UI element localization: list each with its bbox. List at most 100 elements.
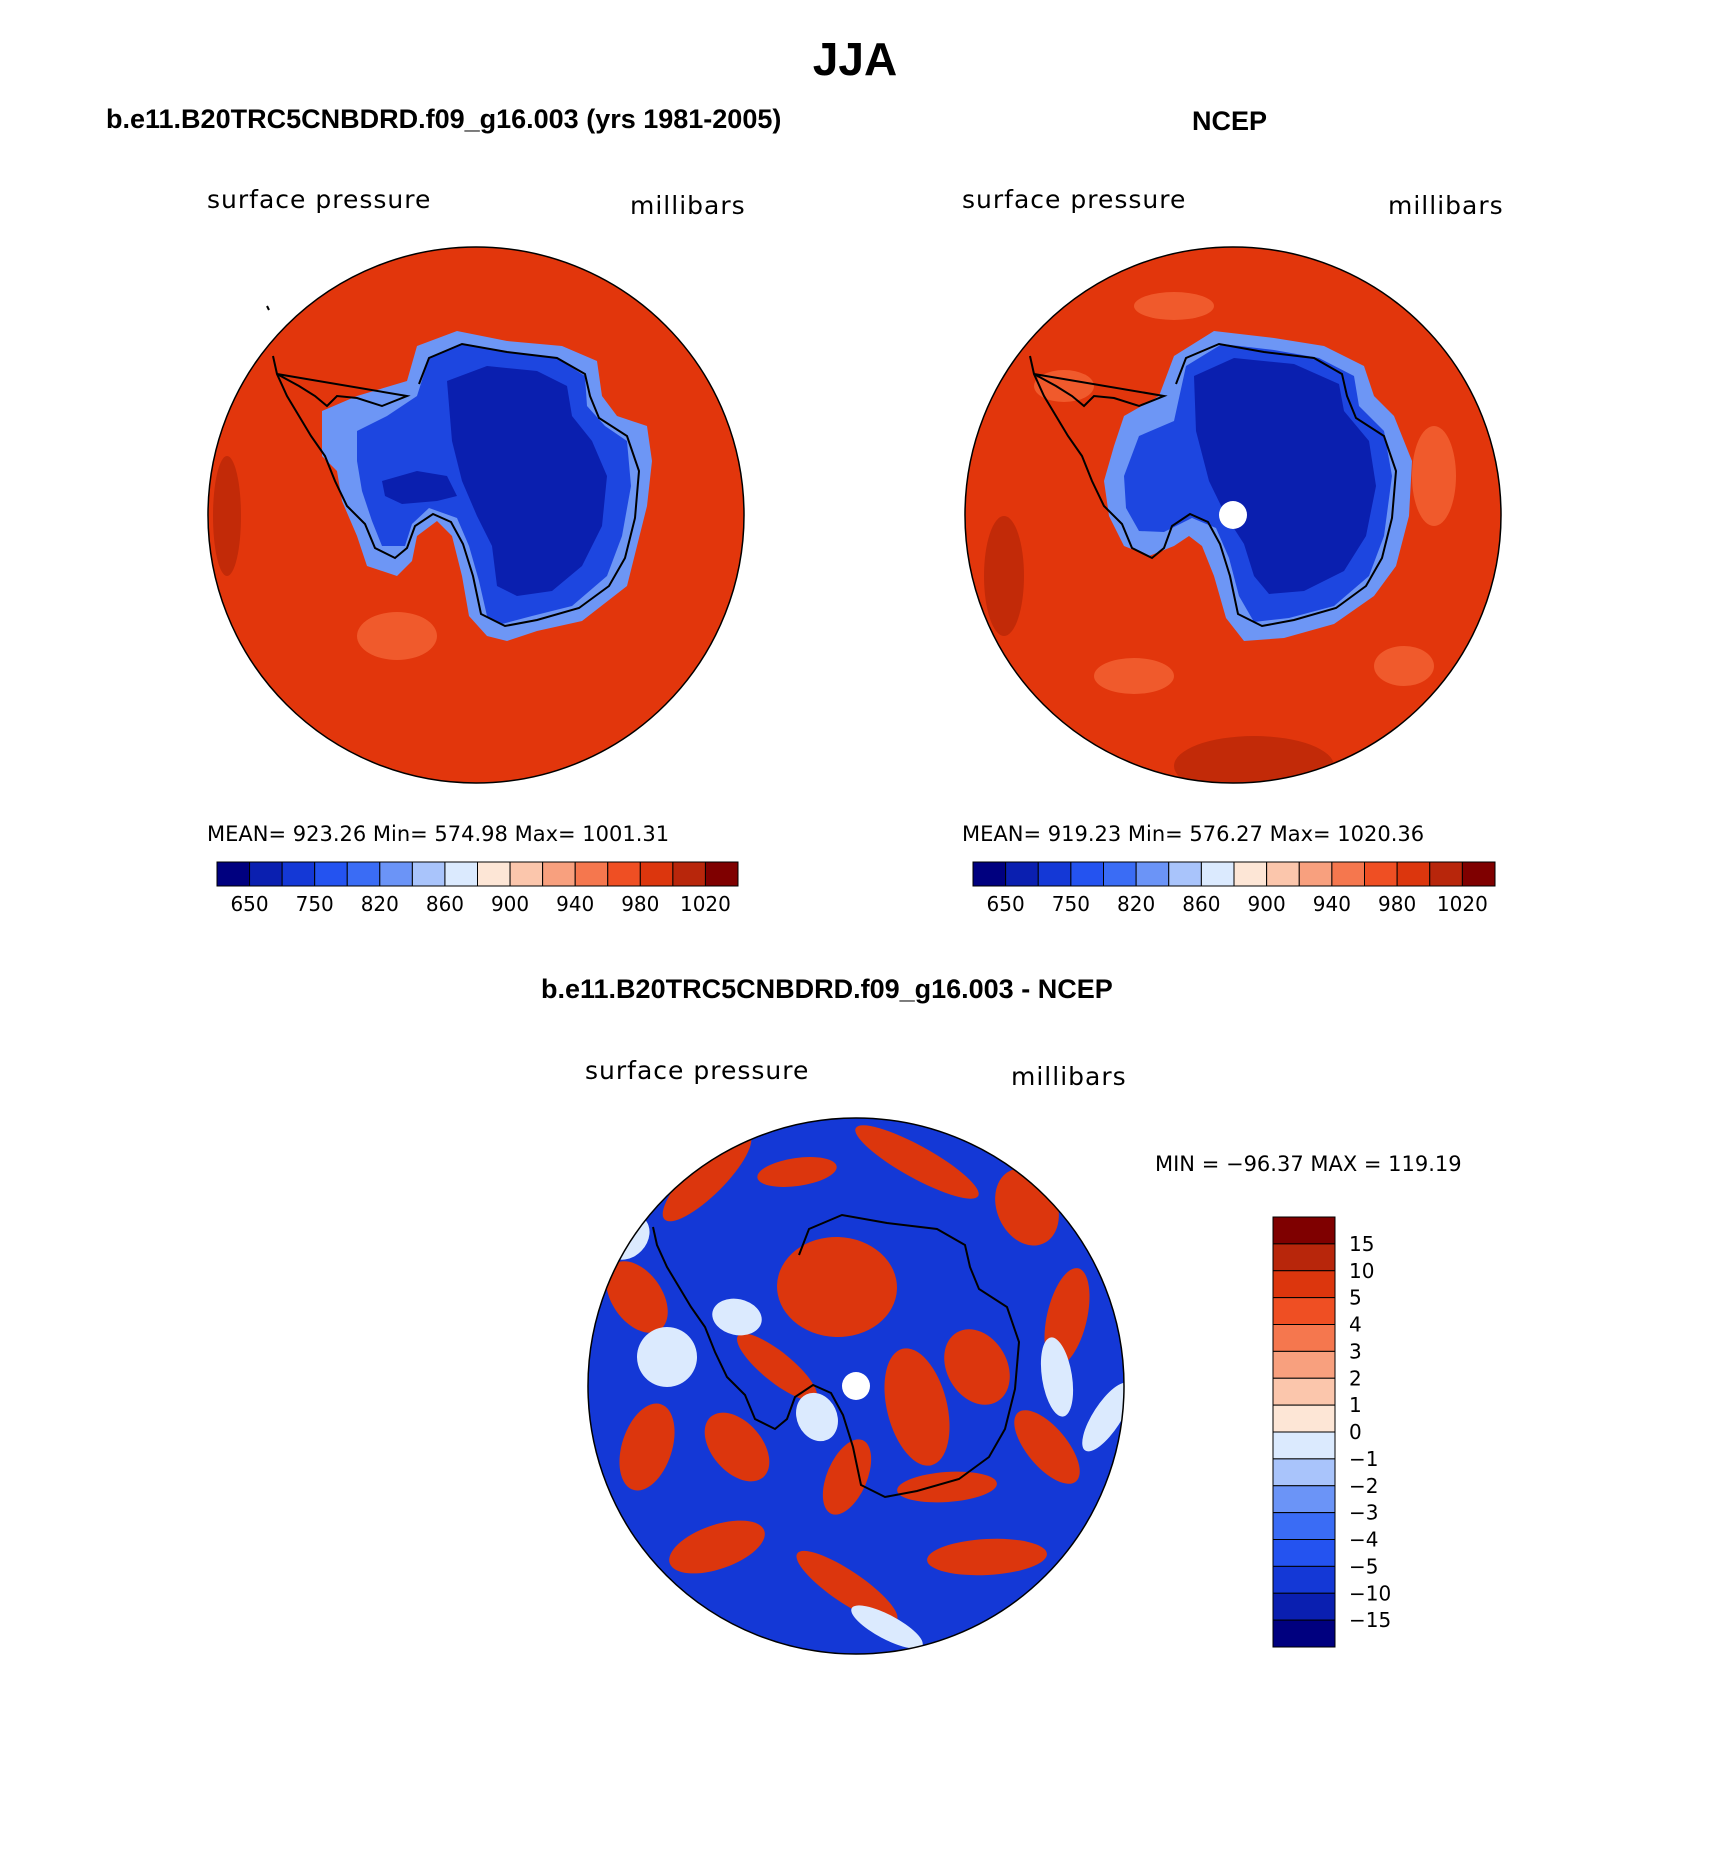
panel-3-pole-hole <box>842 1372 870 1400</box>
colorbar-tick-label: −2 <box>1349 1474 1378 1498</box>
colorbar-tick-label: −3 <box>1349 1501 1378 1525</box>
colorbar-swatch <box>574 861 609 887</box>
colorbar-swatch <box>1272 1404 1336 1433</box>
colorbar-tick-label: 1020 <box>1437 892 1488 916</box>
diff-anomaly-region <box>944 1329 1010 1405</box>
colorbar-swatch <box>1272 1377 1336 1406</box>
panel-1-units-label: millibars <box>630 191 746 220</box>
colorbar-tick-label: −4 <box>1349 1528 1378 1552</box>
colorbar-swatch <box>1272 1565 1336 1594</box>
colorbar-swatch <box>542 861 576 887</box>
panel-2-title: NCEP <box>1192 106 1268 136</box>
colorbar-tick-label: 750 <box>1052 892 1090 916</box>
colorbar-swatch <box>1272 1324 1336 1352</box>
colorbar-tick-label: 820 <box>361 892 399 916</box>
colorbar-tick-label: 5 <box>1349 1286 1362 1310</box>
panel-2-stats: MEAN= 919.23 Min= 576.27 Max= 1020.36 <box>962 822 1425 846</box>
colorbar-tick-label: −1 <box>1349 1447 1378 1471</box>
colorbar-swatch <box>1005 861 1039 887</box>
diff-anomaly-region <box>606 1261 668 1333</box>
diff-anomaly-region <box>619 1403 675 1491</box>
panel-2-variable-label: surface pressure <box>962 185 1187 214</box>
colorbar-swatch <box>216 861 251 887</box>
colorbar-swatch <box>607 861 641 887</box>
diff-anomaly-region <box>777 1236 897 1338</box>
colorbar-swatch <box>972 861 1007 887</box>
colorbar-tick-label: 15 <box>1349 1232 1374 1256</box>
colorbar-swatch <box>1272 1592 1336 1621</box>
diff-anomaly-region <box>927 1538 1047 1576</box>
colorbar-tick-label: 980 <box>621 892 659 916</box>
panel-2-coastline <box>1029 342 1398 628</box>
colorbar-tick-label: 940 <box>556 892 594 916</box>
colorbar-tick-label: 3 <box>1349 1339 1362 1363</box>
colorbar-tick-label: 860 <box>1182 892 1220 916</box>
diff-anomaly-region <box>1040 1337 1074 1417</box>
diff-anomaly-region <box>796 1550 898 1624</box>
diff-anomaly-region <box>712 1298 762 1336</box>
colorbar-swatch <box>281 861 316 887</box>
colorbar-swatch <box>1272 1297 1336 1326</box>
diff-anomaly-region <box>637 1327 697 1387</box>
diff-anomaly-region <box>884 1348 950 1466</box>
panel-3-units-label: millibars <box>1011 1062 1127 1091</box>
colorbar-swatch <box>1396 861 1431 887</box>
panel-1-title: b.e11.B20TRC5CNBDRD.f09_g16.003 (yrs 198… <box>106 104 782 134</box>
colorbar-tick-label: 900 <box>491 892 529 916</box>
colorbar-tick-label: 10 <box>1349 1259 1374 1283</box>
colorbar-tick-label: 940 <box>1313 892 1351 916</box>
diff-anomaly-region <box>757 1157 837 1187</box>
panel-3-map-boundary <box>587 1117 1125 1655</box>
diff-anomaly-region <box>855 1125 979 1199</box>
colorbar-tick-label: 650 <box>987 892 1025 916</box>
colorbar-swatch <box>1364 861 1398 887</box>
panel-1-map-fill <box>208 247 744 783</box>
panel-2-pole-hole <box>1219 501 1247 529</box>
colorbar-tick-label: −5 <box>1349 1554 1378 1578</box>
colorbar-tick-label: 860 <box>426 892 464 916</box>
diff-anomaly-region <box>897 1471 997 1503</box>
diff-anomaly-region <box>1014 1410 1080 1484</box>
colorbar-swatch <box>346 861 381 887</box>
colorbar-tick-label: 900 <box>1248 892 1286 916</box>
panel-1-stats: MEAN= 923.26 Min= 574.98 Max= 1001.31 <box>207 822 670 846</box>
figure-title: JJA <box>812 33 898 85</box>
colorbar-swatch <box>249 861 283 887</box>
panel-1-coastline <box>266 305 641 628</box>
colorbar-tick-label: 1 <box>1349 1393 1362 1417</box>
colorbar-swatch <box>314 861 348 887</box>
colorbar-tick-label: 750 <box>296 892 334 916</box>
panel-1-colorbar: 650 750 820 860 900 940 980 1020 <box>216 861 739 916</box>
panel-3-variable-label: surface pressure <box>585 1056 810 1085</box>
colorbar-swatch <box>704 861 739 887</box>
panel-2-map-boundary <box>964 246 1502 784</box>
colorbar-swatch <box>411 861 446 887</box>
diff-anomaly-region <box>851 1605 923 1649</box>
colorbar-swatch <box>1266 861 1300 887</box>
diff-anomaly-region <box>662 1132 752 1222</box>
colorbar-swatch <box>1037 861 1072 887</box>
panel-2-colorbar: 650 750 820 860 900 940 980 1020 <box>972 861 1496 916</box>
colorbar-swatch <box>1233 861 1268 887</box>
colorbar-tick-label: 1020 <box>680 892 731 916</box>
colorbar-tick-label: −10 <box>1349 1581 1391 1605</box>
panel-3-polar-map <box>587 1117 1125 1655</box>
colorbar-swatch <box>1135 861 1170 887</box>
diff-anomaly-region <box>737 1333 817 1401</box>
panel-3-title: b.e11.B20TRC5CNBDRD.f09_g16.003 - NCEP <box>541 974 1113 1004</box>
colorbar-swatch <box>1272 1539 1336 1567</box>
colorbar-swatch <box>1272 1243 1336 1272</box>
colorbar-swatch <box>1272 1512 1336 1541</box>
colorbar-swatch <box>639 861 674 887</box>
colorbar-swatch <box>509 861 544 887</box>
colorbar-swatch <box>1272 1270 1336 1299</box>
colorbar-tick-label: 0 <box>1349 1420 1362 1444</box>
panel-1-polar-map <box>207 246 745 784</box>
colorbar-tick-label: 820 <box>1117 892 1155 916</box>
colorbar-swatch <box>1168 861 1202 887</box>
colorbar-swatch <box>1331 861 1366 887</box>
diff-anomaly-region <box>796 1392 838 1442</box>
colorbar-swatch <box>1272 1485 1336 1514</box>
diff-anomaly-region <box>704 1412 770 1482</box>
